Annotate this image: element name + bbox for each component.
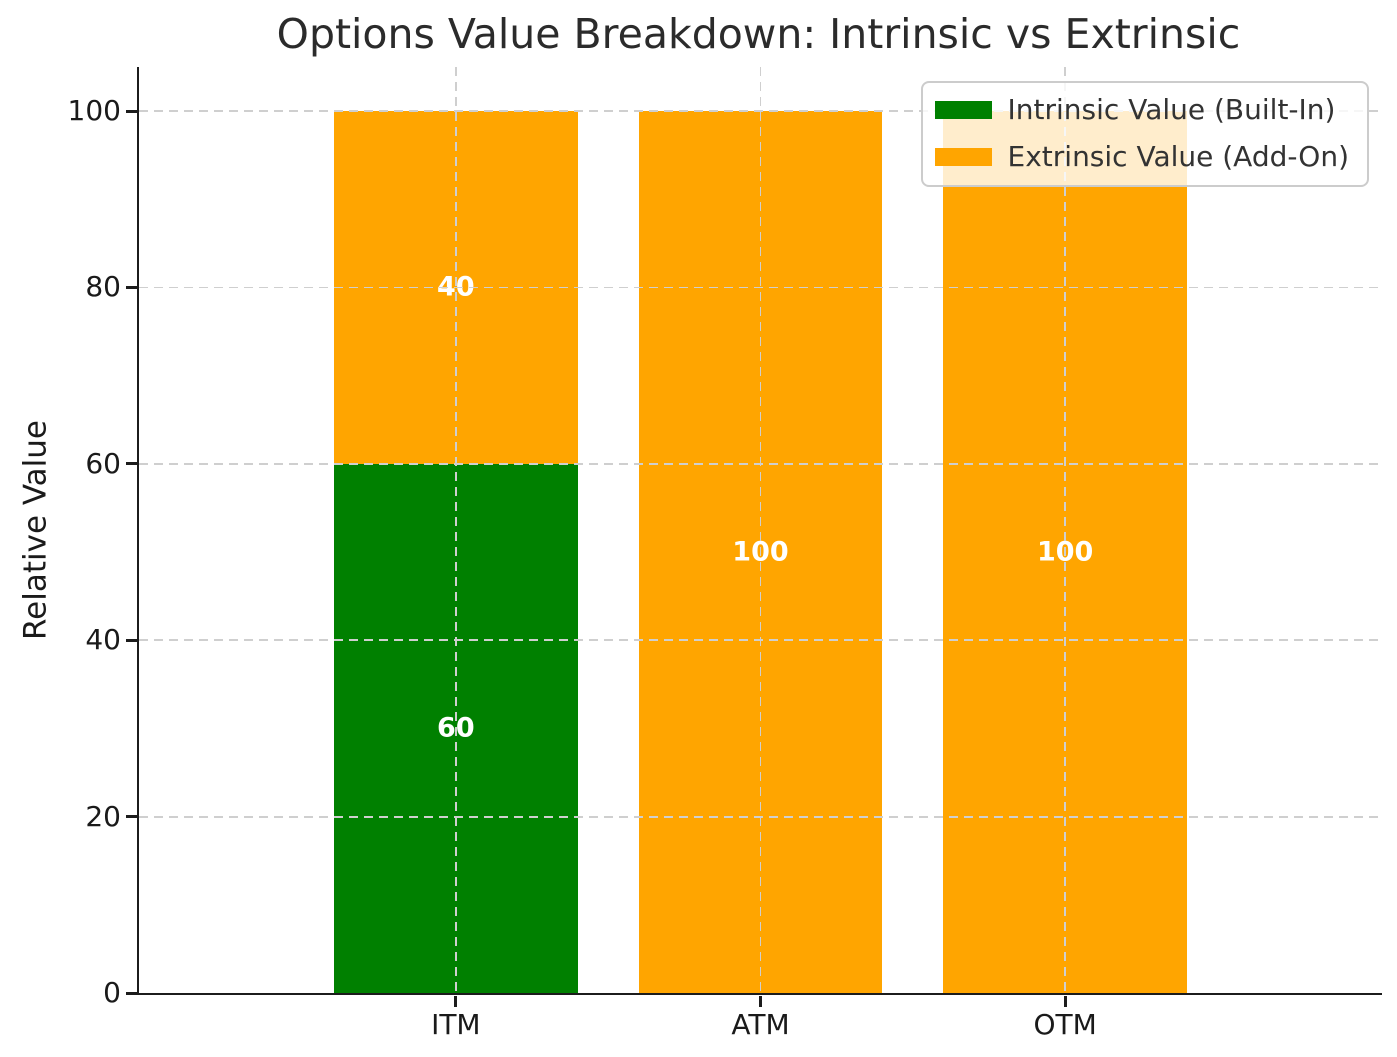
y-tick-mark	[125, 815, 137, 819]
legend-row-intrinsic: Intrinsic Value (Built-In)	[934, 93, 1349, 126]
y-tick-label: 40	[85, 623, 121, 657]
y-tick-mark	[125, 462, 137, 466]
y-tick-mark	[125, 991, 137, 995]
bar-value-label: 40	[437, 271, 475, 303]
legend: Intrinsic Value (Built-In) Extrinsic Val…	[920, 81, 1369, 187]
legend-color-swatch-extrinsic	[934, 148, 992, 167]
bar-value-label: 100	[1036, 536, 1094, 568]
legend-row-extrinsic: Extrinsic Value (Add-On)	[934, 139, 1349, 173]
bar-atm: 100	[638, 67, 883, 993]
legend-label-intrinsic: Intrinsic Value (Built-In)	[1007, 93, 1336, 126]
y-tick-label: 20	[85, 799, 121, 833]
bars-layer: 60 40 100 100	[139, 67, 1382, 993]
x-tick-mark	[759, 995, 762, 1007]
y-axis-label: Relative Value	[17, 420, 54, 640]
y-tick-mark	[125, 638, 137, 642]
y-tick-label: 60	[85, 446, 121, 480]
legend-label-extrinsic: Extrinsic Value (Add-On)	[1007, 139, 1349, 173]
y-tick-mark	[125, 285, 137, 289]
y-tick-label: 0	[103, 976, 121, 1009]
x-tick-label-atm: ATM	[731, 1008, 790, 1041]
x-tick-label-itm: ITM	[431, 1008, 481, 1041]
x-tick-mark	[1063, 995, 1067, 1007]
bar-value-label: 60	[437, 712, 475, 744]
x-tick-mark	[454, 995, 458, 1007]
y-tick-mark	[125, 109, 137, 113]
bar-value-label: 100	[732, 536, 789, 568]
bar-otm: 100	[943, 67, 1187, 993]
y-tick-label: 80	[85, 270, 121, 304]
chart-title: Options Value Breakdown: Intrinsic vs Ex…	[276, 10, 1241, 58]
y-tick-label: 100	[67, 94, 121, 128]
legend-color-swatch-intrinsic	[934, 101, 992, 120]
bar-itm: 60 40	[333, 67, 578, 993]
x-tick-label-otm: OTM	[1033, 1008, 1097, 1041]
plot-area: 60 40 100 100 Intrinsic Value (Built-In) Ex…	[68, 67, 1382, 1039]
